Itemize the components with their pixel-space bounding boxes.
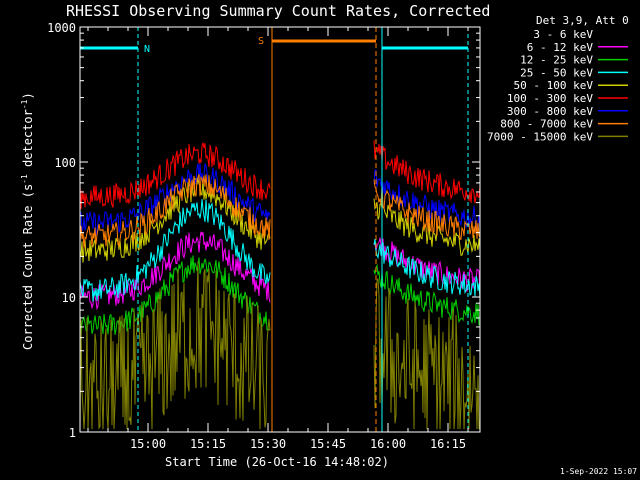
x-tick-label: 16:00: [370, 437, 406, 451]
legend-entry-label: 6 - 12 keV: [527, 41, 594, 54]
series-line: [79, 261, 271, 430]
plot-frame: [79, 26, 481, 433]
axes: 1 10 100 1000 15:00 15:15 15:30 15:45 16:00 16:15: [47, 21, 480, 451]
legend-entry-label: 3 - 6 keV: [533, 28, 593, 41]
series-line: [79, 177, 271, 263]
x-axis-label: Start Time (26-Oct-16 14:48:02): [165, 455, 389, 469]
series-line: [79, 255, 270, 337]
legend-entry-label: 800 - 7000 keV: [500, 118, 593, 131]
series-line: [373, 278, 481, 430]
legend-entry-label: 25 - 50 keV: [520, 66, 593, 79]
x-tick-label: 15:00: [130, 437, 166, 451]
legend-entry-label: 100 - 300 keV: [507, 92, 593, 105]
series-line: [79, 142, 271, 210]
y-tick-label: 1: [69, 426, 76, 440]
legend-title: Det 3,9, Att 0: [536, 14, 629, 27]
footer-date: 1-Sep-2022 15:07: [560, 467, 637, 476]
x-tick-label: 15:30: [250, 437, 286, 451]
chart-title: RHESSI Observing Summary Count Rates, Co…: [66, 2, 490, 20]
legend-entry-label: 50 - 100 keV: [514, 79, 594, 92]
series-line: [373, 179, 481, 240]
legend-entry-label: 12 - 25 keV: [520, 54, 593, 67]
x-tick-label: 15:15: [190, 437, 226, 451]
y-tick-label: 100: [54, 156, 76, 170]
plot-area: NS: [79, 27, 481, 432]
series-line: [373, 169, 481, 232]
legend-entry-label: 7000 - 15000 keV: [487, 130, 593, 143]
series-line: [373, 239, 481, 299]
saa-label: S: [258, 36, 264, 47]
y-tick-label: 1000: [47, 21, 76, 35]
y-axis-label: Corrected Count Rate (s-1 detector-1): [20, 92, 35, 350]
night-label: N: [144, 44, 150, 55]
x-tick-label: 16:15: [430, 437, 466, 451]
legend-entry-label: 300 - 800 keV: [507, 105, 593, 118]
series-line: [373, 263, 481, 326]
x-tick-label: 15:45: [310, 437, 346, 451]
series-line: [373, 198, 481, 256]
y-tick-label: 10: [62, 291, 76, 305]
series-line: [79, 231, 271, 311]
series-line: [79, 173, 271, 249]
series-line: [79, 199, 271, 302]
series-line: [373, 140, 481, 204]
